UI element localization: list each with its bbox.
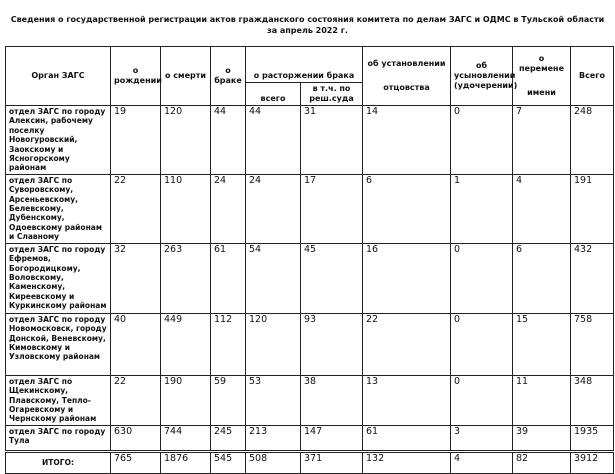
cell: 132 (362, 449, 451, 474)
cell: 263 (160, 242, 211, 314)
cell: 4 (450, 449, 513, 474)
registration-table: Орган ЗАГС о рождении о смерти о браке о… (5, 46, 614, 474)
cell: 190 (160, 374, 211, 426)
cell: 758 (570, 312, 614, 376)
cell: 630 (110, 424, 161, 452)
cell: 16 (362, 242, 451, 314)
cell: 22 (110, 374, 161, 426)
header-divorce-court: в т.ч. по реш.суда (300, 82, 363, 106)
cell: 44 (245, 105, 301, 175)
cell: 744 (160, 424, 211, 452)
cell: 0 (450, 242, 513, 314)
cell: 14 (362, 105, 451, 175)
cell: 40 (110, 312, 161, 376)
org-name: отдел ЗАГС по Щекинскому, Плавскому, Теп… (5, 374, 111, 426)
cell: 61 (362, 424, 451, 452)
table-row: отдел ЗАГС по Щекинскому, Плавскому, Теп… (5, 374, 614, 426)
cell: 765 (110, 449, 161, 474)
cell: 348 (570, 374, 614, 426)
header-divorce-total: всего (245, 82, 301, 106)
cell: 110 (160, 173, 211, 244)
cell: 45 (300, 242, 363, 314)
cell: 13 (362, 374, 451, 426)
cell: 4 (512, 173, 571, 244)
table-row: отдел ЗАГС по городу Тула 630 744 245 213 147… (5, 424, 614, 452)
header-marriage: о браке (210, 46, 246, 106)
header-birth: о рождении (110, 46, 162, 106)
cell: 22 (110, 173, 161, 244)
cell: 22 (362, 312, 451, 376)
table-row: отдел ЗАГС по Суворовскому, Арсеньевском… (5, 173, 614, 244)
org-name: отдел ЗАГС по городу Тула (5, 424, 111, 452)
cell: 545 (210, 449, 246, 474)
header-total: Всего (570, 46, 614, 106)
cell: 508 (245, 449, 301, 474)
cell: 120 (160, 105, 211, 175)
cell: 6 (512, 242, 571, 314)
cell: 24 (245, 173, 301, 244)
cell: 0 (450, 312, 513, 376)
cell: 59 (210, 374, 246, 426)
org-name: отдел ЗАГС по Суворовскому, Арсеньевском… (5, 173, 111, 244)
cell: 7 (512, 105, 571, 175)
header-name-change: о перемене имени (512, 46, 571, 106)
cell: 1 (450, 173, 513, 244)
cell: 112 (210, 312, 246, 376)
cell: 1876 (160, 449, 211, 474)
org-name: отдел ЗАГС по городу Алексин, рабочему п… (5, 105, 111, 175)
cell: 1935 (570, 424, 614, 452)
total-label: ИТОГО: (5, 449, 111, 474)
cell: 213 (245, 424, 301, 452)
table-row: отдел ЗАГС по городу Ефремов, Богородицк… (5, 242, 614, 314)
table-row: отдел ЗАГС по городу Алексин, рабочему п… (5, 105, 614, 175)
cell: 11 (512, 374, 571, 426)
cell: 0 (450, 105, 513, 175)
header-paternity: об установлении отцовства (362, 46, 451, 106)
table-row: отдел ЗАГС по городу Новомосковск, город… (5, 312, 614, 376)
cell: 432 (570, 242, 614, 314)
cell: 15 (512, 312, 571, 376)
cell: 0 (450, 374, 513, 426)
cell: 93 (300, 312, 363, 376)
header-adoption: об усыновлении (удочерении) (450, 46, 517, 106)
cell: 24 (210, 173, 246, 244)
total-row: ИТОГО: 765 1876 545 508 371 132 4 82 391… (5, 449, 614, 474)
header-divorce: о расторжении брака (245, 46, 363, 83)
cell: 147 (300, 424, 363, 452)
cell: 248 (570, 105, 614, 175)
cell: 449 (160, 312, 211, 376)
cell: 31 (300, 105, 363, 175)
cell: 44 (210, 105, 246, 175)
cell: 32 (110, 242, 161, 314)
cell: 371 (300, 449, 363, 474)
header-org: Орган ЗАГС (5, 46, 111, 106)
org-name: отдел ЗАГС по городу Новомосковск, город… (5, 312, 111, 376)
document-title: Сведения о государственной регистрации а… (10, 15, 605, 35)
cell: 191 (570, 173, 614, 244)
cell: 39 (512, 424, 571, 452)
cell: 3 (450, 424, 513, 452)
cell: 3912 (570, 449, 614, 474)
cell: 19 (110, 105, 161, 175)
header-death: о смерти (160, 46, 211, 106)
cell: 120 (245, 312, 301, 376)
cell: 53 (245, 374, 301, 426)
cell: 245 (210, 424, 246, 452)
cell: 61 (210, 242, 246, 314)
cell: 17 (300, 173, 363, 244)
cell: 6 (362, 173, 451, 244)
org-name: отдел ЗАГС по городу Ефремов, Богородицк… (5, 242, 111, 314)
cell: 54 (245, 242, 301, 314)
cell: 38 (300, 374, 363, 426)
cell: 82 (512, 449, 571, 474)
